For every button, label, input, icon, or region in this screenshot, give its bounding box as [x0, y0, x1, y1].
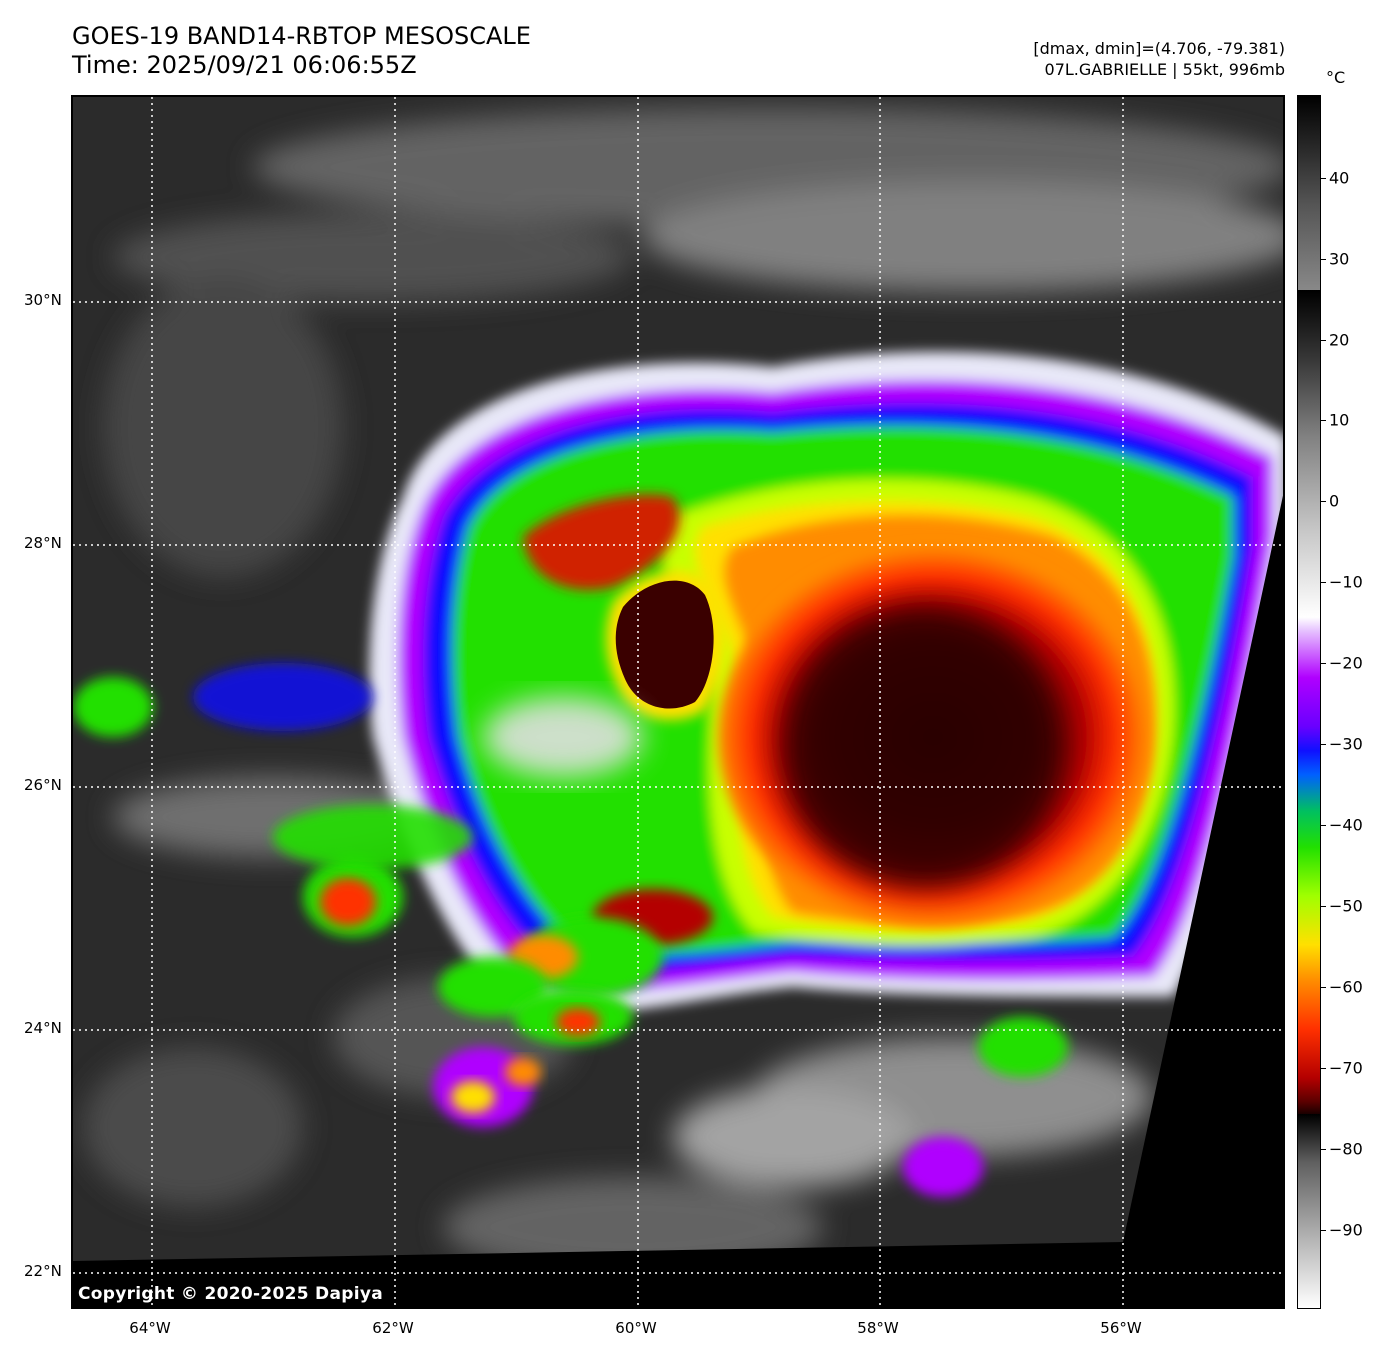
- colorbar: [1297, 95, 1321, 1309]
- colorbar-label-20: 20: [1329, 330, 1350, 350]
- colorbar-tick: [1321, 1149, 1326, 1150]
- colorbar-label-m40: −40: [1329, 815, 1363, 835]
- colorbar-label-40: 40: [1329, 168, 1350, 188]
- colorbar-label-m30: −30: [1329, 734, 1363, 754]
- satellite-map: [71, 95, 1285, 1309]
- colorbar-tick: [1321, 259, 1326, 260]
- colorbar-label-m50: −50: [1329, 896, 1363, 916]
- colorbar-tick: [1321, 1068, 1326, 1069]
- colorbar-tick: [1321, 340, 1326, 341]
- colorbar-tick: [1321, 744, 1326, 745]
- satellite-imagery: [73, 97, 1283, 1307]
- lon-label-60w: 60°W: [615, 1319, 657, 1337]
- colorbar-tick: [1321, 987, 1326, 988]
- colorbar-label-m90: −90: [1329, 1220, 1363, 1240]
- colorbar-tick: [1321, 582, 1326, 583]
- copyright-text: Copyright © 2020-2025 Dapiya: [78, 1284, 383, 1304]
- colorbar-label-m20: −20: [1329, 653, 1363, 673]
- colorbar-label-0: 0: [1329, 491, 1340, 511]
- colorbar-label-10: 10: [1329, 410, 1350, 430]
- colorbar-tick: [1321, 501, 1326, 502]
- colorbar-label-30: 30: [1329, 249, 1350, 269]
- no-data-region: [73, 495, 1283, 1307]
- lat-label-24n: 24°N: [24, 1019, 62, 1037]
- colorbar-tick: [1321, 420, 1326, 421]
- dmax-dmin-readout: [dmax, dmin]=(4.706, -79.381): [1033, 39, 1285, 58]
- storm-cloud-shield: [73, 351, 1283, 1197]
- colorbar-tick: [1321, 825, 1326, 826]
- lon-label-58w: 58°W: [857, 1319, 899, 1337]
- storm-info: 07L.GABRIELLE | 55kt, 996mb: [1044, 60, 1285, 79]
- colorbar-label-m70: −70: [1329, 1058, 1363, 1078]
- meta-block: [dmax, dmin]=(4.706, -79.381) 07L.GABRIE…: [1033, 38, 1285, 80]
- lon-label-62w: 62°W: [372, 1319, 414, 1337]
- lat-label-22n: 22°N: [24, 1262, 62, 1280]
- colorbar-label-m60: −60: [1329, 977, 1363, 997]
- lat-label-30n: 30°N: [24, 291, 62, 309]
- colorbar-tick: [1321, 663, 1326, 664]
- graticule: [73, 97, 1283, 1307]
- colorbar-tick: [1321, 178, 1326, 179]
- colorbar-tick: [1321, 1230, 1326, 1231]
- colorbar-label-m10: −10: [1329, 572, 1363, 592]
- observation-time: Time: 2025/09/21 06:06:55Z: [72, 51, 417, 79]
- product-title: GOES-19 BAND14-RBTOP MESOSCALE: [72, 22, 531, 50]
- colorbar-tick: [1321, 906, 1326, 907]
- title-block: GOES-19 BAND14-RBTOP MESOSCALE Time: 202…: [72, 22, 531, 80]
- lon-label-56w: 56°W: [1100, 1319, 1142, 1337]
- lon-label-64w: 64°W: [129, 1319, 171, 1337]
- lat-label-26n: 26°N: [24, 776, 62, 794]
- lat-label-28n: 28°N: [24, 534, 62, 552]
- colorbar-label-m80: −80: [1329, 1139, 1363, 1159]
- colorbar-unit: °C: [1326, 68, 1346, 87]
